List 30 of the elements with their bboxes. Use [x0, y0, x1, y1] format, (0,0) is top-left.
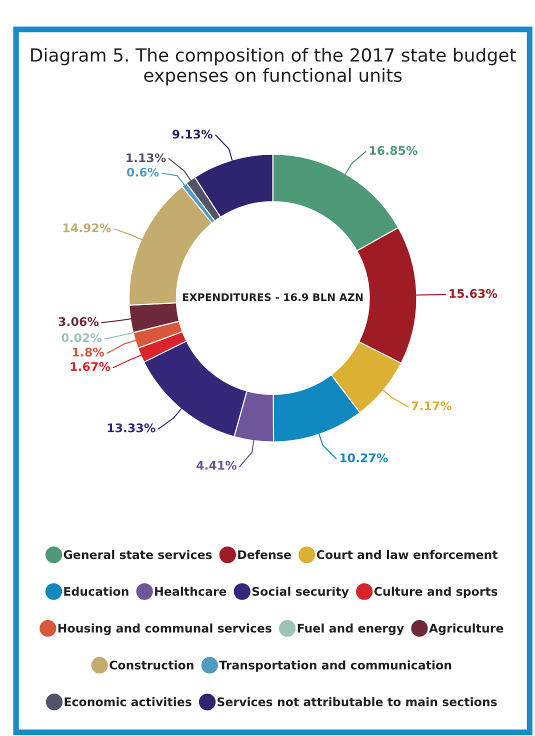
data-label: 0.02%: [62, 333, 102, 342]
data-label: 15.63%: [450, 289, 498, 298]
data-label: 1.13%: [126, 153, 166, 162]
data-label: 13.33%: [108, 423, 156, 432]
data-label: 0.6%: [127, 168, 159, 177]
legend-label: Agriculture: [428, 624, 504, 636]
data-label: 3.06%: [58, 317, 99, 326]
data-label: 16.85%: [370, 146, 418, 155]
legend-label: Fuel and energy: [298, 624, 404, 636]
data-label: 1.67%: [70, 362, 110, 371]
legend-label: General state services: [64, 550, 212, 560]
legend-label: Court and law enforcement: [316, 550, 498, 560]
legend-label: Services not attributable to main sections: [218, 697, 497, 706]
legend-label: Healthcare: [155, 586, 226, 596]
data-label: 14.92%: [63, 223, 111, 232]
legend-label: Education: [64, 586, 128, 596]
legend-label: Transportation and communication: [219, 660, 452, 672]
legend-label: Social security: [252, 586, 349, 598]
data-label: 10.27%: [340, 453, 388, 462]
legend-label: Culture and sports: [374, 586, 498, 598]
text: EXPENDITURES - 16.9 BLN AZN: [183, 293, 363, 302]
legend-label: Defense: [238, 550, 291, 560]
data-label: 1.8%: [73, 348, 104, 357]
chart-title: Diagram 5. The composition of the 2017 state budget expenses on functional units: [31, 48, 516, 86]
data-label: 4.41%: [196, 460, 237, 470]
legend-label: Housing and communal services: [58, 624, 272, 636]
legend-label: Construction: [110, 660, 194, 670]
data-label: 9.13%: [172, 130, 212, 139]
data-label: 7.17%: [412, 401, 452, 410]
legend-label: Economic activities: [64, 697, 192, 706]
